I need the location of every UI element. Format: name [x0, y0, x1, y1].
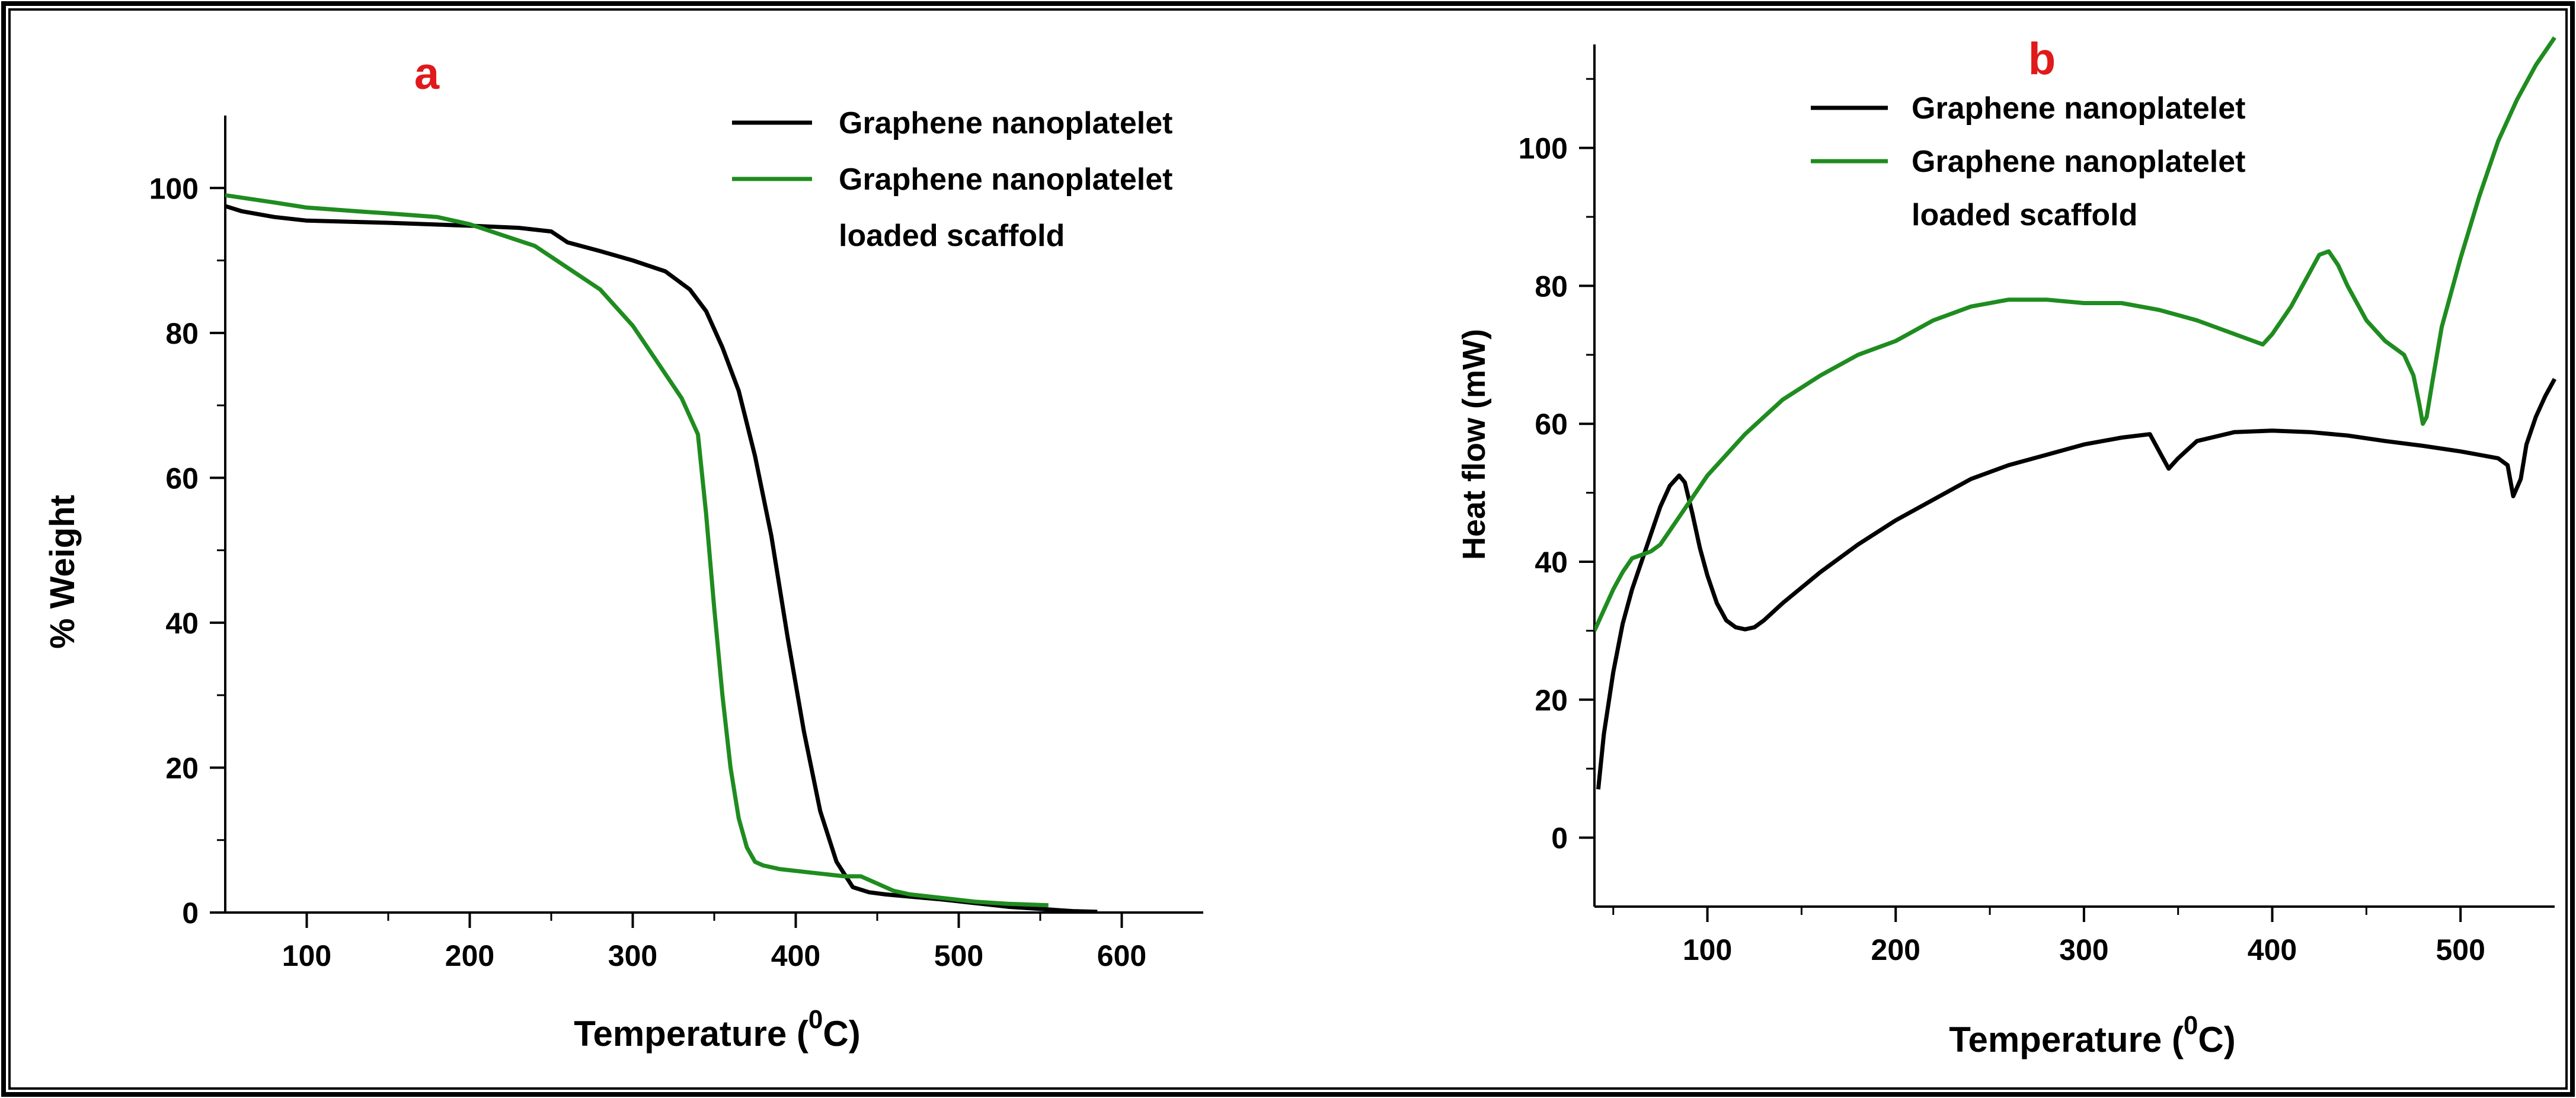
panel-a-x-tick-label: 500	[934, 939, 983, 972]
panel-b-legend-label-1: Graphene nanoplatelet	[1912, 91, 2245, 126]
panel-b-x-tick-label: 500	[2436, 933, 2485, 966]
panel-b-legend-label-2: Graphene nanoplatelet	[1912, 145, 2245, 179]
panel-b-y-axis-title: Heat flow (mW)	[1456, 329, 1492, 560]
panel-a-series-line-2	[225, 193, 1049, 908]
panel-a-x-axis-title-sup: 0	[808, 1005, 823, 1034]
panel-a-x-tick-label: 400	[771, 939, 820, 972]
panel-a-x-axis-title: Temperature (0C)	[574, 1005, 860, 1054]
panel-b-x-axis-title-unit: C)	[2198, 1020, 2235, 1059]
panel-a-x-tick-label: 100	[282, 939, 331, 972]
panel-a-x-tick-label: 300	[608, 939, 657, 972]
panel-a-legend-label-2: Graphene nanoplatelet	[839, 162, 1172, 197]
panel-b-y-tick-label: 20	[1535, 684, 1568, 717]
panel-a-chart: a 100 200 300 400 500 600 0 20 40 60 80 100 Graphen…	[43, 49, 1203, 1054]
panel-b-x-tick-label: 400	[2248, 933, 2297, 966]
panel-b-y-tick-label: 0	[1551, 822, 1568, 855]
panel-a-series-line-1	[225, 204, 1098, 913]
panel-a-x-axis-title-unit: C)	[823, 1014, 860, 1054]
panel-b-series-line-2	[1594, 36, 2556, 632]
panel-b-series	[1594, 36, 2557, 790]
panel-b-x-axis-title-sup: 0	[2184, 1011, 2198, 1040]
panel-b-axes: 100 200 300 400 500 0 20 40 60 80 100	[1519, 44, 2555, 966]
panel-a-legend-label-1: Graphene nanoplatelet	[839, 106, 1172, 140]
panel-b-legend-label-2: loaded scaffold	[1912, 198, 2137, 232]
panel-a-y-tick-label: 80	[165, 317, 199, 350]
panel-b-y-tick-label: 100	[1519, 132, 1568, 165]
panel-a-y-tick-label: 40	[165, 607, 199, 640]
panel-b-y-tick-label: 80	[1535, 270, 1568, 303]
panel-a-letter: a	[414, 49, 440, 99]
panel-b-y-tick-label: 40	[1535, 546, 1568, 579]
panel-b-chart: b 100 200 300 400 500 0 20 40 60 80 100 Graphene n…	[1456, 34, 2557, 1059]
panel-a-x-tick-label: 200	[445, 939, 494, 972]
panel-b-x-axis-title: Temperature (0C)	[1949, 1011, 2235, 1059]
panel-a-y-tick-label: 0	[182, 897, 199, 930]
panel-a-axes: 100 200 300 400 500 600 0 20 40 60 80 100	[149, 116, 1203, 972]
panel-b-legend: Graphene nanoplatelet Graphene nanoplatel…	[1811, 91, 2245, 232]
panel-a-y-tick-label: 60	[165, 462, 199, 495]
inner-frame	[8, 8, 2568, 1090]
panel-a-x-axis-title-main: Temperature (	[574, 1014, 808, 1054]
panel-a-legend-label-2: loaded scaffold	[839, 219, 1065, 253]
panel-b-y-tick-label: 60	[1535, 408, 1568, 441]
panel-a-x-tick-label: 600	[1097, 939, 1146, 972]
panel-b-x-tick-label: 300	[2059, 933, 2108, 966]
panel-a-series	[225, 193, 1098, 913]
panel-b-letter: b	[2028, 34, 2056, 84]
panel-b-x-tick-label: 100	[1683, 933, 1732, 966]
panel-a-y-tick-label: 20	[165, 751, 199, 785]
panel-b-x-tick-label: 200	[1871, 933, 1920, 966]
panel-a-legend: Graphene nanoplatelet Graphene nanoplatel…	[732, 106, 1172, 253]
panel-b-x-axis-title-main: Temperature (	[1949, 1020, 2184, 1059]
panel-a-y-axis-title: % Weight	[43, 495, 82, 649]
panel-b-series-line-1	[1596, 377, 2557, 790]
panel-a-y-tick-label: 100	[149, 172, 199, 205]
